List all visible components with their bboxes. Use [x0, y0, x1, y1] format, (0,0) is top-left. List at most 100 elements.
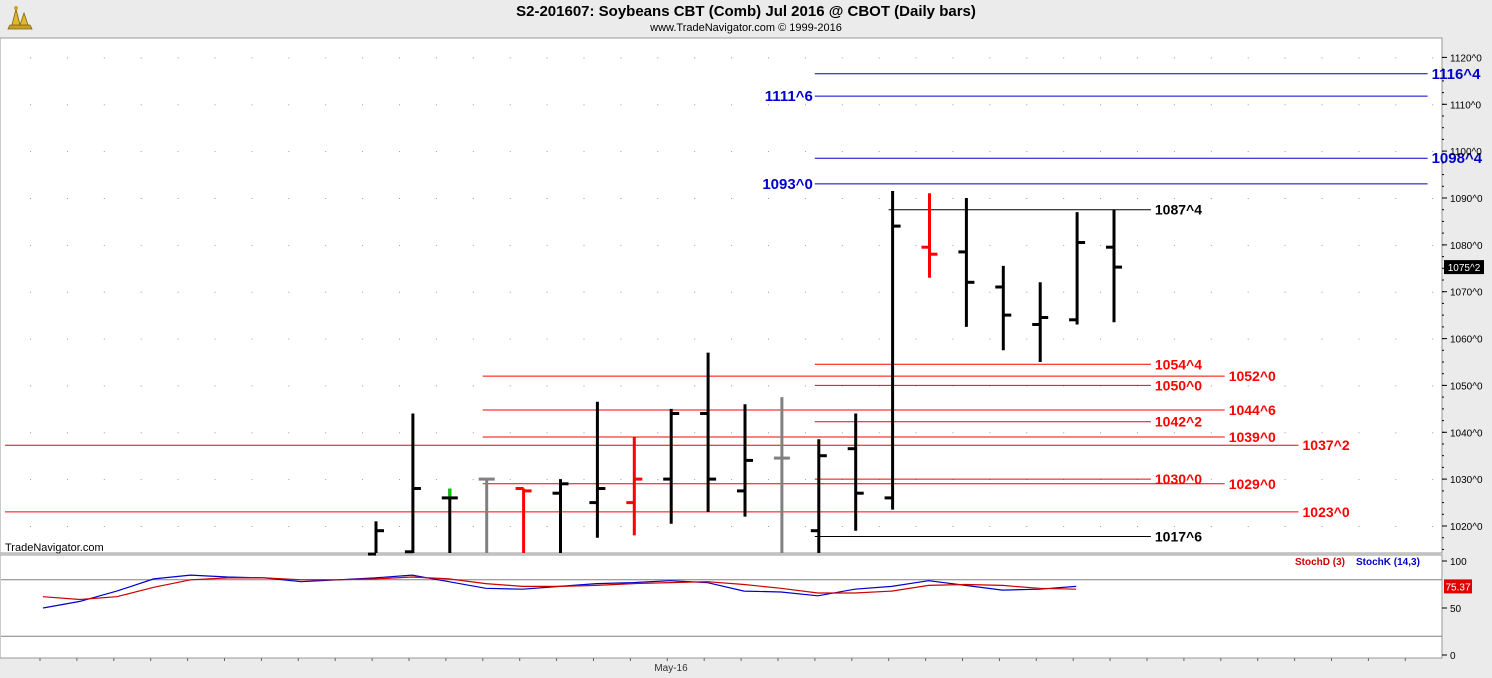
grid-dot — [768, 291, 769, 293]
grid-dot — [1284, 104, 1286, 106]
grid-dot — [399, 57, 400, 59]
grid-dot — [804, 338, 806, 340]
grid-dot — [1321, 151, 1323, 153]
grid-dot — [841, 151, 843, 153]
grid-dot — [214, 198, 216, 199]
level-label-1039^0: 1039^0 — [1229, 429, 1276, 445]
grid-dot — [103, 151, 105, 153]
grid-dot — [399, 338, 400, 340]
grid-dot — [472, 57, 474, 59]
grid-dot — [1358, 57, 1360, 59]
grid-dot — [694, 526, 696, 527]
grid-dot — [1173, 338, 1175, 340]
grid-dot — [1358, 526, 1360, 527]
grid-dot — [731, 291, 733, 293]
grid-dot — [1173, 385, 1175, 387]
grid-dot — [1395, 104, 1397, 106]
grid-dot — [288, 432, 290, 434]
grid-dot — [325, 198, 327, 199]
grid-dot — [399, 432, 400, 434]
grid-dot — [546, 432, 548, 434]
grid-dot — [30, 385, 31, 387]
grid-dot — [841, 432, 843, 434]
grid-dot — [841, 291, 843, 293]
grid-dot — [694, 291, 696, 293]
grid-dot — [140, 104, 142, 106]
grid-dot — [214, 104, 216, 106]
grid-dot — [103, 526, 105, 527]
grid-dots — [30, 57, 1434, 527]
grid-dot — [583, 291, 585, 293]
grid-dot — [583, 57, 585, 59]
grid-dot — [583, 338, 585, 340]
grid-dot — [989, 244, 991, 246]
grid-dot — [768, 104, 769, 106]
grid-dot — [989, 104, 991, 106]
grid-dot — [546, 57, 548, 59]
level-label-1052^0: 1052^0 — [1229, 368, 1276, 384]
grid-dot — [140, 526, 142, 527]
grid-dot — [1247, 57, 1249, 59]
grid-dot — [878, 151, 880, 153]
grid-dot — [1395, 244, 1397, 246]
trade-navigator-logo-icon[interactable] — [4, 3, 36, 33]
level-label-1017^6: 1017^6 — [1155, 529, 1202, 545]
grid-dot — [989, 151, 991, 153]
grid-dot — [915, 432, 917, 434]
grid-dot — [620, 57, 622, 59]
y-tick-label-1040: 1040^0 — [1450, 428, 1483, 439]
grid-dot — [804, 291, 806, 293]
grid-dot — [952, 526, 954, 527]
grid-dot — [1026, 432, 1028, 434]
grid-dot — [620, 244, 622, 246]
grid-dot — [1432, 385, 1434, 387]
grid-dot — [768, 198, 769, 199]
grid-dot — [103, 57, 105, 59]
grid-dot — [1432, 338, 1434, 340]
grid-dot — [103, 244, 105, 246]
grid-dot — [214, 57, 216, 59]
grid-dot — [325, 432, 327, 434]
grid-dot — [251, 479, 253, 481]
grid-dot — [731, 432, 733, 434]
grid-dot — [878, 244, 880, 246]
grid-dot — [251, 291, 253, 293]
grid-dot — [66, 479, 68, 481]
level-label-1023^0: 1023^0 — [1303, 504, 1350, 520]
grid-dot — [1247, 151, 1249, 153]
grid-dot — [1173, 244, 1175, 246]
grid-dot — [1395, 338, 1397, 340]
grid-dot — [362, 338, 364, 340]
grid-dot — [1284, 151, 1286, 153]
grid-dot — [214, 385, 216, 387]
grid-dot — [177, 291, 179, 293]
grid-dot — [214, 244, 216, 246]
grid-dot — [66, 57, 68, 59]
last-stoch-box — [1444, 579, 1472, 594]
grid-dot — [583, 526, 585, 527]
grid-dot — [1210, 198, 1212, 199]
grid-dot — [915, 526, 917, 527]
grid-dot — [694, 338, 696, 340]
grid-dot — [546, 338, 548, 340]
grid-dot — [620, 104, 622, 106]
grid-dot — [952, 57, 954, 59]
grid-dot — [657, 432, 659, 434]
grid-dot — [399, 198, 400, 199]
grid-dot — [66, 526, 68, 527]
grid-dot — [288, 385, 290, 387]
grid-dot — [731, 244, 733, 246]
level-label-1030^0: 1030^0 — [1155, 471, 1202, 487]
grid-dot — [1395, 198, 1397, 199]
grid-dot — [878, 104, 880, 106]
grid-dot — [1210, 57, 1212, 59]
grid-dot — [1284, 479, 1286, 481]
grid-dot — [731, 526, 733, 527]
grid-dot — [583, 104, 585, 106]
grid-dot — [1247, 244, 1249, 246]
level-label-1029^0: 1029^0 — [1229, 476, 1276, 492]
grid-dot — [509, 338, 511, 340]
grid-dot — [878, 526, 880, 527]
grid-dot — [915, 291, 917, 293]
